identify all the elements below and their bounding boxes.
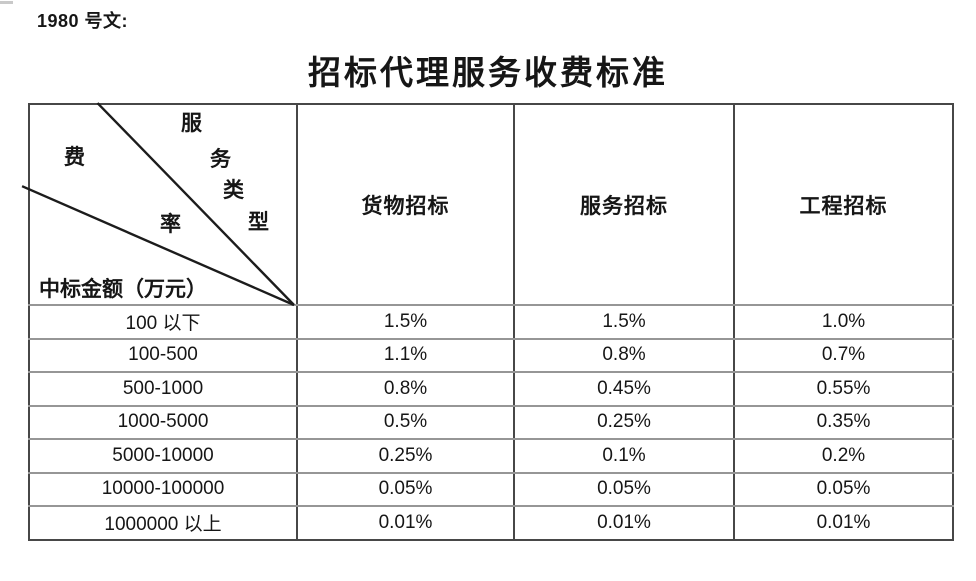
rate-cell: 0.7% — [733, 338, 953, 373]
rate-cell: 0.5% — [296, 405, 514, 440]
amount-cell: 100-500 — [29, 338, 297, 373]
table-row: 1000000 以上 0.01% 0.01% 0.01% — [29, 506, 953, 540]
rate-cell: 0.05% — [733, 472, 953, 507]
rate-cell: 1.0% — [733, 305, 953, 340]
amount-cell: 500-1000 — [29, 372, 297, 407]
fee-standard-table: 服 务 类 型 费 率 中标金额（万元） 货物招标 服务招标 工程招标 100 … — [21, 102, 954, 541]
corner-type-char-3: 类 — [223, 178, 244, 202]
corner-type-char-4: 型 — [248, 210, 269, 234]
rate-cell: 0.01% — [296, 506, 514, 540]
table-header-row: 服 务 类 型 费 率 中标金额（万元） 货物招标 服务招标 工程招标 — [21, 102, 953, 307]
table-row: 1000-5000 0.5% 0.25% 0.35% — [29, 405, 953, 440]
table-row: 100 以下 1.5% 1.5% 1.0% — [29, 305, 953, 340]
rate-cell: 1.5% — [513, 305, 734, 340]
corner-type-char-1: 服 — [181, 111, 202, 135]
rate-cell: 0.05% — [296, 472, 514, 507]
corner-amount-label: 中标金额（万元） — [39, 277, 207, 301]
scan-artifact — [0, 1, 13, 4]
amount-cell: 10000-100000 — [29, 472, 297, 507]
rate-cell: 1.5% — [296, 305, 514, 340]
rate-cell: 0.01% — [513, 506, 734, 540]
table-row: 100-500 1.1% 0.8% 0.7% — [29, 338, 953, 373]
column-header-engineering: 工程招标 — [733, 104, 953, 306]
page-title: 招标代理服务收费标准 — [308, 56, 668, 92]
column-header-services: 服务招标 — [513, 104, 734, 306]
document-ref-label: 1980 号文: — [37, 11, 129, 31]
amount-cell: 5000-10000 — [29, 439, 297, 474]
amount-cell: 100 以下 — [29, 305, 297, 340]
corner-rate-char-2: 率 — [160, 212, 181, 236]
amount-cell: 1000-5000 — [29, 405, 297, 440]
column-header-goods: 货物招标 — [296, 104, 514, 306]
rate-cell: 0.8% — [513, 338, 734, 373]
rate-cell: 0.01% — [733, 506, 953, 540]
corner-rate-char-1: 费 — [64, 145, 85, 169]
rate-cell: 0.35% — [733, 405, 953, 440]
rate-cell: 0.45% — [513, 372, 734, 407]
table-row: 5000-10000 0.25% 0.1% 0.2% — [29, 439, 953, 474]
diagonal-divider-lines — [21, 102, 295, 307]
rate-cell: 0.25% — [513, 405, 734, 440]
rate-cell: 0.25% — [296, 439, 514, 474]
diagonal-corner-cell: 服 务 类 型 费 率 中标金额（万元） — [21, 102, 297, 307]
rate-cell: 0.2% — [733, 439, 953, 474]
table-row: 10000-100000 0.05% 0.05% 0.05% — [29, 472, 953, 507]
rate-cell: 0.55% — [733, 372, 953, 407]
rate-cell: 0.1% — [513, 439, 734, 474]
table-row: 500-1000 0.8% 0.45% 0.55% — [29, 372, 953, 407]
rate-cell: 1.1% — [296, 338, 514, 373]
rate-cell: 0.05% — [513, 472, 734, 507]
corner-type-char-2: 务 — [210, 147, 231, 171]
rate-cell: 0.8% — [296, 372, 514, 407]
amount-cell: 1000000 以上 — [29, 506, 297, 540]
